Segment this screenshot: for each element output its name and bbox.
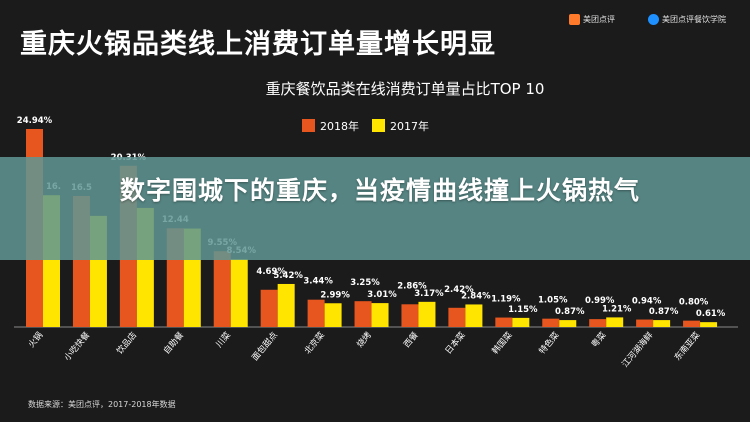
data-label-2017: 0.87% [649,307,679,317]
bar-2017 [230,259,248,327]
category-tick-label: 烧烤 [354,329,374,349]
page-headline: 重庆火锅品类线上消费订单量增长明显 [20,29,496,60]
data-label-2018: 0.99% [585,296,615,306]
category-tick-label: 火锅 [26,330,45,350]
category-tick-label: 自助餐 [161,329,186,356]
data-label-2018: 2.42% [444,285,474,295]
legend-label-2018: 2018年 [320,119,359,133]
category-tick-label: 日本菜 [443,329,468,356]
bar-2017 [606,317,624,327]
category-tick-label: 北京菜 [302,329,327,356]
legend-swatch-2018 [302,119,315,132]
category-tick-label: 江河湖海鲜 [620,329,656,369]
data-label-2017: 0.61% [696,309,726,319]
data-label-2018: 2.86% [397,281,427,291]
bar-2017 [371,303,389,327]
bar-2018 [683,320,701,327]
dianping-brand: 美团点评 [569,14,615,25]
research-logo-icon [648,14,659,25]
bar-2018 [354,301,372,327]
data-label-2017: 2.99% [320,290,350,300]
data-label-2018: 1.05% [538,296,568,306]
bar-2017 [465,304,483,327]
category-tick-label: 西餐 [402,330,421,350]
category-tick-label: 粤菜 [589,329,609,349]
category-tick-label: 川菜 [214,329,234,349]
bar-2018 [495,317,513,327]
bar-2017 [277,283,295,327]
chart-title: 重庆餐饮品类在线消费订单量占比TOP 10 [266,80,545,98]
category-tick-label: 东南亚菜 [672,329,703,362]
dianping-logo-icon [569,14,580,25]
category-tick-label: 特色菜 [537,329,562,356]
bar-2017 [653,320,671,327]
data-label-2018: 3.25% [350,278,380,288]
data-label-2017: 2.84% [461,291,491,301]
bar-2018 [213,251,231,327]
data-label-2018: 4.69% [256,267,286,277]
dianping-brand-label: 美团点评 [583,15,615,24]
overlay-banner [0,157,750,260]
data-label-2017: 5.42% [273,271,303,281]
bar-2017 [324,303,342,327]
bar-2018 [260,289,278,327]
research-brand: 美团点评餐饮学院 [648,14,726,25]
data-label-2018: 0.80% [679,298,709,308]
data-label-2017: 3.01% [367,290,397,300]
overlay-banner-text: 数字围城下的重庆，当疫情曲线撞上火锅热气 [119,176,640,205]
bar-2018 [542,318,560,327]
bar-2018 [636,319,654,327]
data-label-2017: 1.21% [602,304,632,314]
bar-2017 [559,320,577,327]
research-brand-label: 美团点评餐饮学院 [662,15,726,24]
bar-2017 [418,301,436,327]
category-tick-label: 韩国菜 [490,329,515,356]
data-label-2017: 3.17% [414,289,444,299]
data-label-2018: 24.94% [17,116,53,126]
bar-2017 [512,317,530,327]
bar-2018 [589,319,607,327]
bar-2017 [700,322,718,327]
data-label-2018: 0.94% [632,297,662,307]
data-label-2018: 3.44% [303,277,333,287]
chart-legend: 2018年 2017年 [302,119,429,133]
bar-2018 [401,304,419,327]
category-tick-label: 小吃快餐 [62,329,93,362]
category-tick-label: 饮品店 [114,329,139,356]
legend-label-2017: 2017年 [390,119,429,133]
bar-2018 [448,307,466,327]
bar-2018 [307,299,325,327]
legend-swatch-2017 [372,119,385,132]
data-label-2017: 0.87% [555,307,585,317]
category-tick-label: 面包甜点 [250,329,281,362]
data-label-2018: 1.19% [491,295,521,305]
data-label-2017: 1.15% [508,305,538,315]
source-note: 数据来源：美团点评，2017-2018年数据 [28,400,176,409]
